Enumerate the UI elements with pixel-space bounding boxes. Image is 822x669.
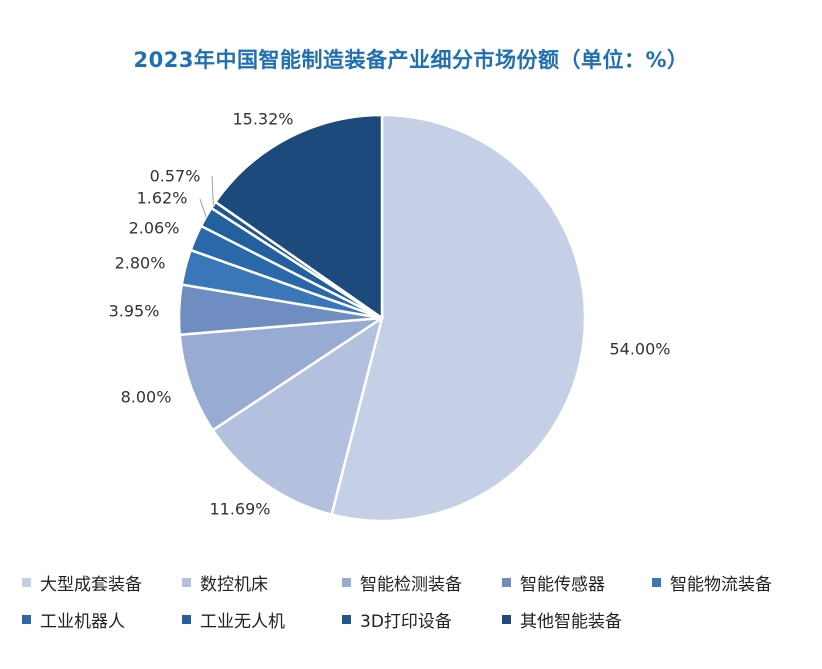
legend-swatch: [182, 578, 191, 587]
legend-item: 大型成套装备: [22, 570, 182, 595]
chart-title: 2023年中国智能制造装备产业细分市场份额（单位：%）: [133, 48, 689, 72]
legend-label: 数控机床: [200, 575, 268, 595]
data-label: 2.80%: [115, 254, 166, 273]
legend-label: 工业无人机: [200, 612, 285, 632]
legend-label: 3D打印设备: [360, 612, 452, 632]
legend-swatch: [502, 615, 511, 624]
legend-label: 工业机器人: [40, 612, 125, 632]
data-label: 2.06%: [129, 219, 180, 238]
data-label: 15.32%: [232, 110, 293, 129]
legend-item: 智能物流装备: [652, 570, 812, 595]
legend-item: 智能检测装备: [342, 570, 502, 595]
legend-label: 智能检测装备: [360, 575, 462, 595]
data-label: 8.00%: [121, 388, 172, 407]
legend-label: 智能传感器: [520, 575, 605, 595]
legend-item: 工业无人机: [182, 607, 342, 632]
legend-label: 其他智能装备: [520, 612, 622, 632]
legend-item: 智能传感器: [502, 570, 652, 595]
legend-swatch: [502, 578, 511, 587]
leader-line: [211, 175, 214, 206]
pie-slice: [330, 113, 587, 523]
data-label: 0.57%: [150, 167, 201, 186]
legend-label: 大型成套装备: [40, 575, 142, 595]
data-label: 1.62%: [137, 189, 188, 208]
legend-item: 其他智能装备: [502, 607, 662, 632]
legend-swatch: [342, 578, 351, 587]
pie-slice: [213, 113, 384, 321]
legend-item: 工业机器人: [22, 607, 182, 632]
data-label: 3.95%: [109, 302, 160, 321]
data-label: 11.69%: [209, 500, 270, 519]
legend-swatch: [652, 578, 661, 587]
legend-swatch: [342, 615, 351, 624]
chart-legend: 大型成套装备 数控机床 智能检测装备 智能传感器 智能物流装备工业机器人 工业无人机 3D打…: [22, 570, 812, 632]
leader-line: [199, 198, 207, 218]
data-label: 54.00%: [609, 340, 670, 359]
legend-swatch: [22, 578, 31, 587]
legend-swatch: [182, 615, 191, 624]
pie-slice: [178, 316, 383, 432]
pie-slice: [211, 315, 385, 517]
legend-item: 数控机床: [182, 570, 342, 595]
legend-swatch: [22, 615, 31, 624]
legend-label: 智能物流装备: [670, 575, 772, 595]
legend-item: 3D打印设备: [342, 607, 502, 632]
